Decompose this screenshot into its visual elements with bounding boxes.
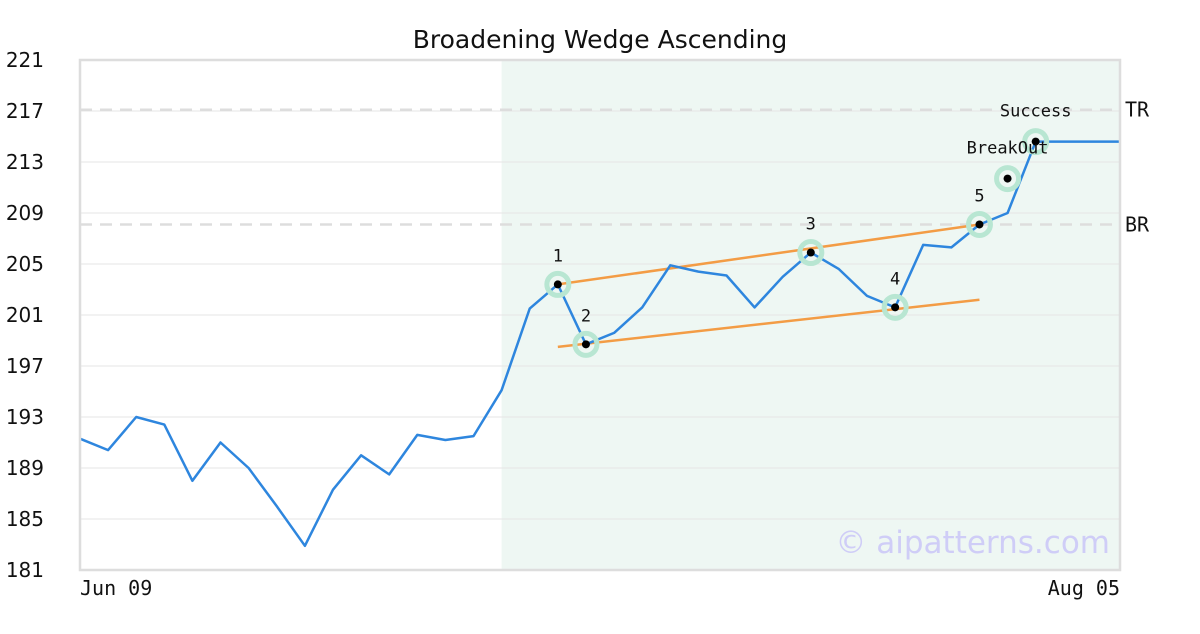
y-tick-label: 221 [6,48,44,72]
price-series-line [79,140,1120,548]
success-point [1031,137,1040,146]
pivot-point-2 [581,340,590,349]
y-tick-label: 209 [6,201,44,225]
y-tick-label: 197 [6,354,44,378]
pivot-label-3: 3 [806,215,816,235]
pivot-label-5: 5 [974,186,984,206]
chart-title: Broadening Wedge Ascending [413,25,788,54]
y-tick-label: 193 [6,405,44,429]
success-label: Success [1000,102,1072,122]
y-tick-label: 185 [6,507,44,531]
y-tick-label: 205 [6,252,44,276]
success-halo [1022,128,1050,156]
trendline-upper [557,223,980,286]
breakout-label: BreakOut [967,139,1049,159]
pivot-point-5 [975,220,984,229]
breakout-halo [994,165,1022,193]
pivot-halo-2 [572,330,600,358]
pivot-point-1 [553,280,562,289]
pivot-halo-4 [881,293,909,321]
reference-label-br: BR [1125,212,1150,236]
pivot-halo-3 [797,239,825,267]
pivot-point-3 [806,248,815,257]
pivot-label-1: 1 [553,246,563,266]
y-tick-label: 217 [6,99,44,123]
y-tick-label: 201 [6,303,44,327]
x-tick-label-start: Jun 09 [80,576,152,600]
watermark: © aipatterns.com [835,525,1110,561]
y-tick-label: 213 [6,150,44,174]
pivot-label-4: 4 [890,269,900,289]
pivot-halo-1 [544,270,572,298]
pivot-label-2: 2 [581,306,591,326]
pivot-halo-5 [965,210,993,238]
breakout-point [1003,174,1012,183]
y-tick-label: 189 [6,456,44,480]
pivot-point-4 [891,303,900,312]
x-tick-label-end: Aug 05 [1048,576,1120,600]
reference-label-tr: TR [1125,98,1150,122]
plot-frame [78,58,1122,572]
y-tick-label: 181 [6,558,44,582]
trendline-lower [557,298,980,349]
